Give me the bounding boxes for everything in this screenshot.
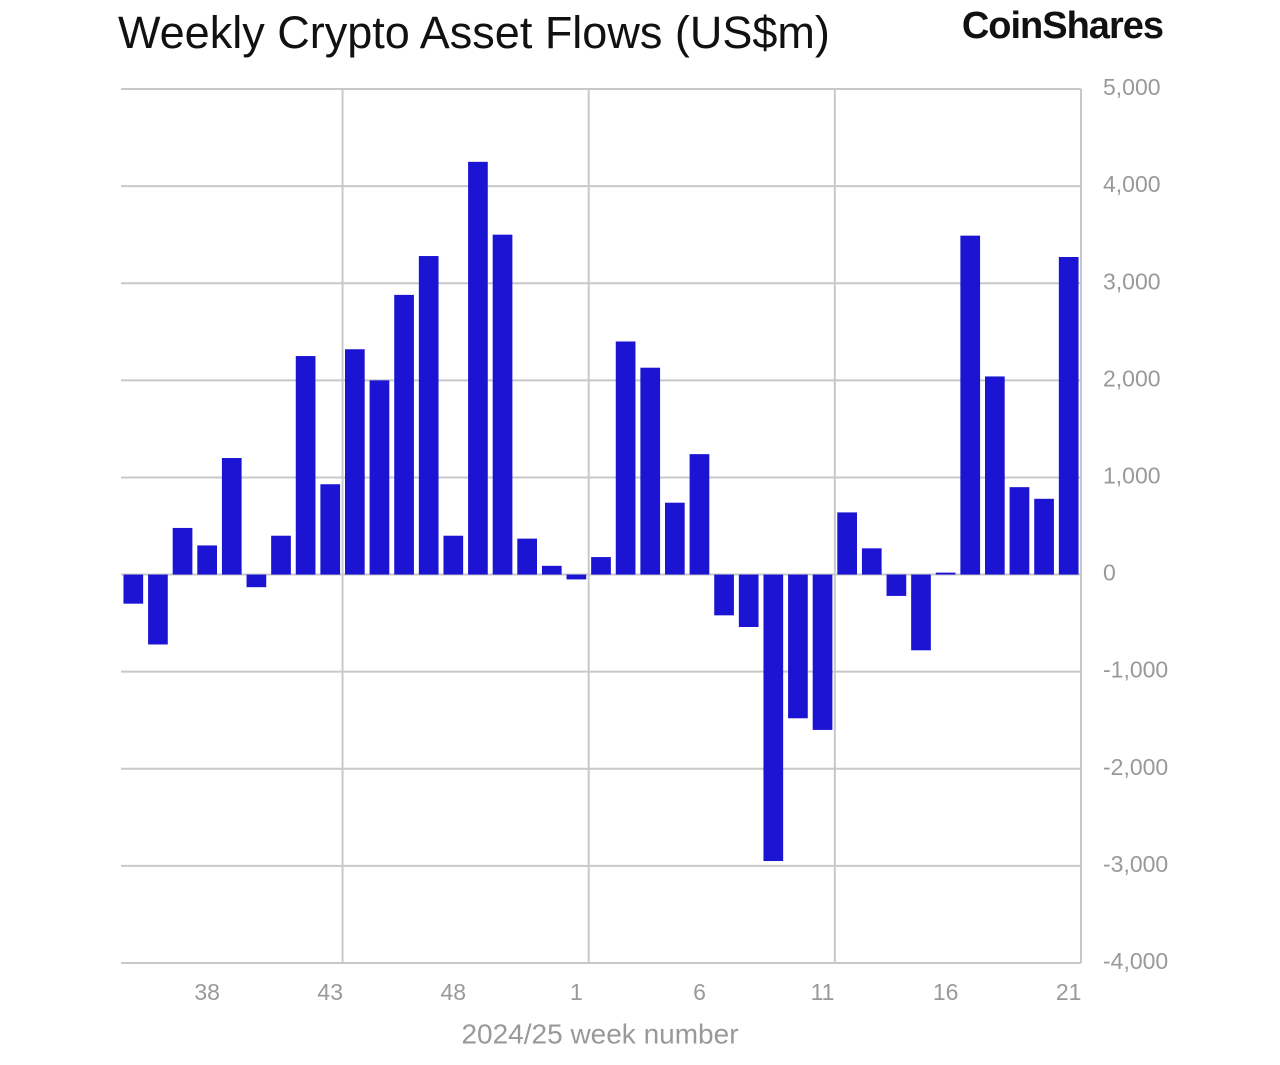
brand-logo: CoinShares <box>962 5 1163 47</box>
bar <box>665 502 685 575</box>
bar <box>861 548 882 575</box>
bar <box>886 574 907 596</box>
bar <box>640 367 661 575</box>
bar <box>394 294 414 575</box>
y-tick-label: 0 <box>1103 560 1116 586</box>
x-tick-label: 21 <box>1056 979 1082 1005</box>
bar <box>221 458 242 575</box>
y-tick-label: 5,000 <box>1103 74 1161 100</box>
chart-title: Weekly Crypto Asset Flows (US$m) <box>118 7 830 58</box>
y-tick-label: -3,000 <box>1103 851 1168 877</box>
x-tick-label: 16 <box>933 979 959 1005</box>
bar <box>345 349 365 575</box>
x-axis-label: 2024/25 week number <box>461 1018 738 1049</box>
y-tick-label: 2,000 <box>1103 365 1161 391</box>
bar <box>148 574 168 645</box>
bar <box>517 538 537 575</box>
bar <box>443 535 464 575</box>
bar <box>123 574 144 604</box>
bar <box>197 545 217 575</box>
y-tick-label: -1,000 <box>1103 657 1168 683</box>
y-tick-label: 4,000 <box>1103 171 1161 197</box>
x-tick-label: 11 <box>811 979 835 1005</box>
bar <box>788 574 808 719</box>
x-tick-label: 6 <box>693 979 706 1005</box>
x-tick-label: 48 <box>441 979 467 1005</box>
bar <box>1034 498 1054 575</box>
bar <box>468 161 488 575</box>
bar <box>689 454 710 575</box>
bar <box>985 376 1005 575</box>
bar <box>541 565 562 575</box>
bar <box>911 574 931 651</box>
y-tick-label: 3,000 <box>1103 268 1161 294</box>
bar <box>1009 487 1030 575</box>
bar <box>320 484 341 575</box>
bar <box>246 574 267 588</box>
bar <box>837 512 857 575</box>
y-tick-label: -2,000 <box>1103 754 1168 780</box>
bar <box>738 574 759 627</box>
bar <box>271 535 291 575</box>
bar <box>1058 257 1079 575</box>
x-tick-label: 43 <box>317 979 343 1005</box>
bar <box>935 572 956 575</box>
bar <box>763 574 784 862</box>
y-tick-label: 1,000 <box>1103 463 1161 489</box>
bar <box>812 574 833 730</box>
bar <box>714 574 734 616</box>
x-tick-label: 1 <box>570 979 583 1005</box>
y-tick-label: -4,000 <box>1103 948 1168 974</box>
bar <box>591 557 611 575</box>
bar <box>172 527 193 575</box>
bar <box>492 234 513 575</box>
bar <box>295 356 316 575</box>
bar <box>369 380 390 575</box>
bar <box>418 256 439 575</box>
x-tick-label: 38 <box>194 979 220 1005</box>
bar <box>566 574 587 580</box>
bar <box>615 341 636 575</box>
bar <box>960 235 981 575</box>
